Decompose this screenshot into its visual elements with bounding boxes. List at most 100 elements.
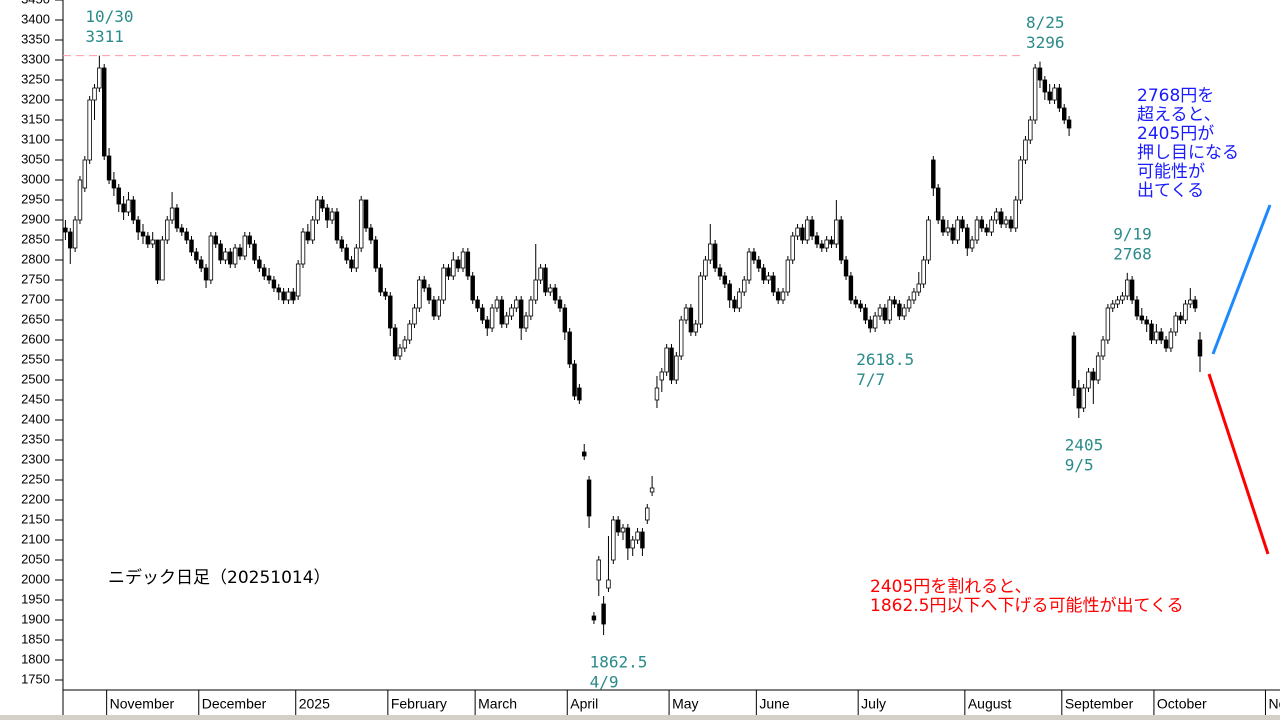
candle-body [417, 279, 422, 309]
candle-body [97, 67, 102, 89]
annotation-date: 4/9 [590, 673, 619, 692]
candle-body [286, 291, 291, 301]
candle-body [72, 219, 78, 249]
candle-body [935, 187, 941, 221]
candle-body [465, 251, 471, 277]
candle-body [708, 243, 713, 261]
x-tick-label: February [391, 696, 447, 712]
candle-body [1028, 119, 1033, 141]
candle-body [775, 291, 781, 301]
candle-body [669, 347, 674, 381]
candle-body [334, 211, 340, 241]
y-tick-label: 2350 [21, 431, 50, 446]
candle-body [940, 219, 946, 233]
candle-body [494, 299, 500, 309]
candle-body [742, 279, 747, 293]
note-line: 可能性が [1137, 162, 1205, 182]
y-tick-label: 2950 [21, 191, 50, 206]
candle-body [994, 211, 999, 221]
candle-body [489, 307, 495, 329]
candle-body [310, 219, 315, 241]
note-line: 2405円を割れると、 [870, 577, 1032, 597]
candle-body [82, 159, 88, 189]
y-tick-label: 1950 [21, 591, 50, 606]
candle-body [150, 239, 155, 245]
candle-body [213, 235, 218, 245]
x-tick-label: July [861, 696, 886, 712]
candle-body [548, 287, 553, 293]
x-tick-label: April [570, 696, 598, 712]
candle-body [853, 299, 858, 305]
candle-body [834, 219, 839, 245]
candle-body [368, 227, 374, 241]
candle-body [1105, 307, 1111, 341]
candle-body [402, 339, 408, 349]
candle-body [921, 259, 926, 285]
annotation-date: 7/7 [856, 370, 885, 389]
candle-body [766, 275, 771, 281]
candle-body [329, 211, 335, 221]
candle-body [198, 259, 204, 269]
candle-body [1008, 219, 1014, 229]
candle-body [189, 239, 194, 253]
candle-body [184, 231, 189, 241]
note-line: 1862.5円以下へ下げる可能性が出てくる [870, 596, 1184, 616]
candle-body [615, 519, 621, 533]
candle-body [194, 251, 199, 261]
candle-body [1110, 303, 1115, 309]
candle-body [848, 275, 854, 301]
candle-body [363, 199, 369, 229]
candle-body [1178, 315, 1183, 321]
candle-body [252, 243, 257, 261]
candle-body [300, 231, 306, 265]
y-tick-label: 2200 [21, 491, 50, 506]
candle-body [232, 247, 238, 265]
candle-body [989, 219, 994, 233]
candle-body [1042, 79, 1048, 93]
candle-body [596, 559, 601, 581]
candle-body [339, 239, 345, 249]
candle-body [1163, 339, 1169, 349]
candle-body [131, 199, 136, 221]
candle-body [441, 267, 446, 301]
candle-body [1037, 67, 1043, 81]
candle-body [111, 179, 117, 189]
candle-body [358, 199, 364, 249]
candle-body [87, 99, 92, 161]
candle-body [800, 227, 805, 241]
y-tick-label: 2100 [21, 531, 50, 546]
x-tick-label: September [1065, 696, 1134, 712]
candle-body [586, 479, 592, 517]
candle-body [101, 67, 107, 157]
candle-body [814, 235, 820, 245]
x-tick-label: December [202, 696, 267, 712]
chart-title: ニデック日足（20251014） [108, 567, 331, 588]
candle-body [1173, 315, 1178, 333]
candle-body [591, 615, 597, 621]
candle-body [63, 227, 68, 233]
candle-body [455, 259, 461, 269]
candle-body [169, 207, 175, 221]
candle-body [712, 243, 718, 269]
y-tick-label: 3350 [21, 31, 50, 46]
candle-body [1100, 339, 1106, 357]
candle-body [960, 219, 965, 229]
candle-body [1081, 387, 1086, 409]
candle-body [538, 267, 543, 281]
candle-body [208, 235, 214, 281]
y-tick-label: 3200 [21, 91, 50, 106]
candle-body [295, 263, 301, 297]
candle-body [1047, 91, 1052, 101]
note-line: 出てくる [1137, 181, 1204, 201]
candle-body [1125, 279, 1130, 297]
candle-body [620, 527, 626, 533]
candle-body [499, 299, 505, 325]
candle-body [431, 299, 437, 317]
candle-body [882, 307, 888, 321]
candle-body [1115, 299, 1120, 305]
candle-body [751, 251, 757, 261]
candle-body [1168, 331, 1174, 349]
y-tick-label: 1850 [21, 631, 50, 646]
candle-body [1154, 331, 1159, 341]
